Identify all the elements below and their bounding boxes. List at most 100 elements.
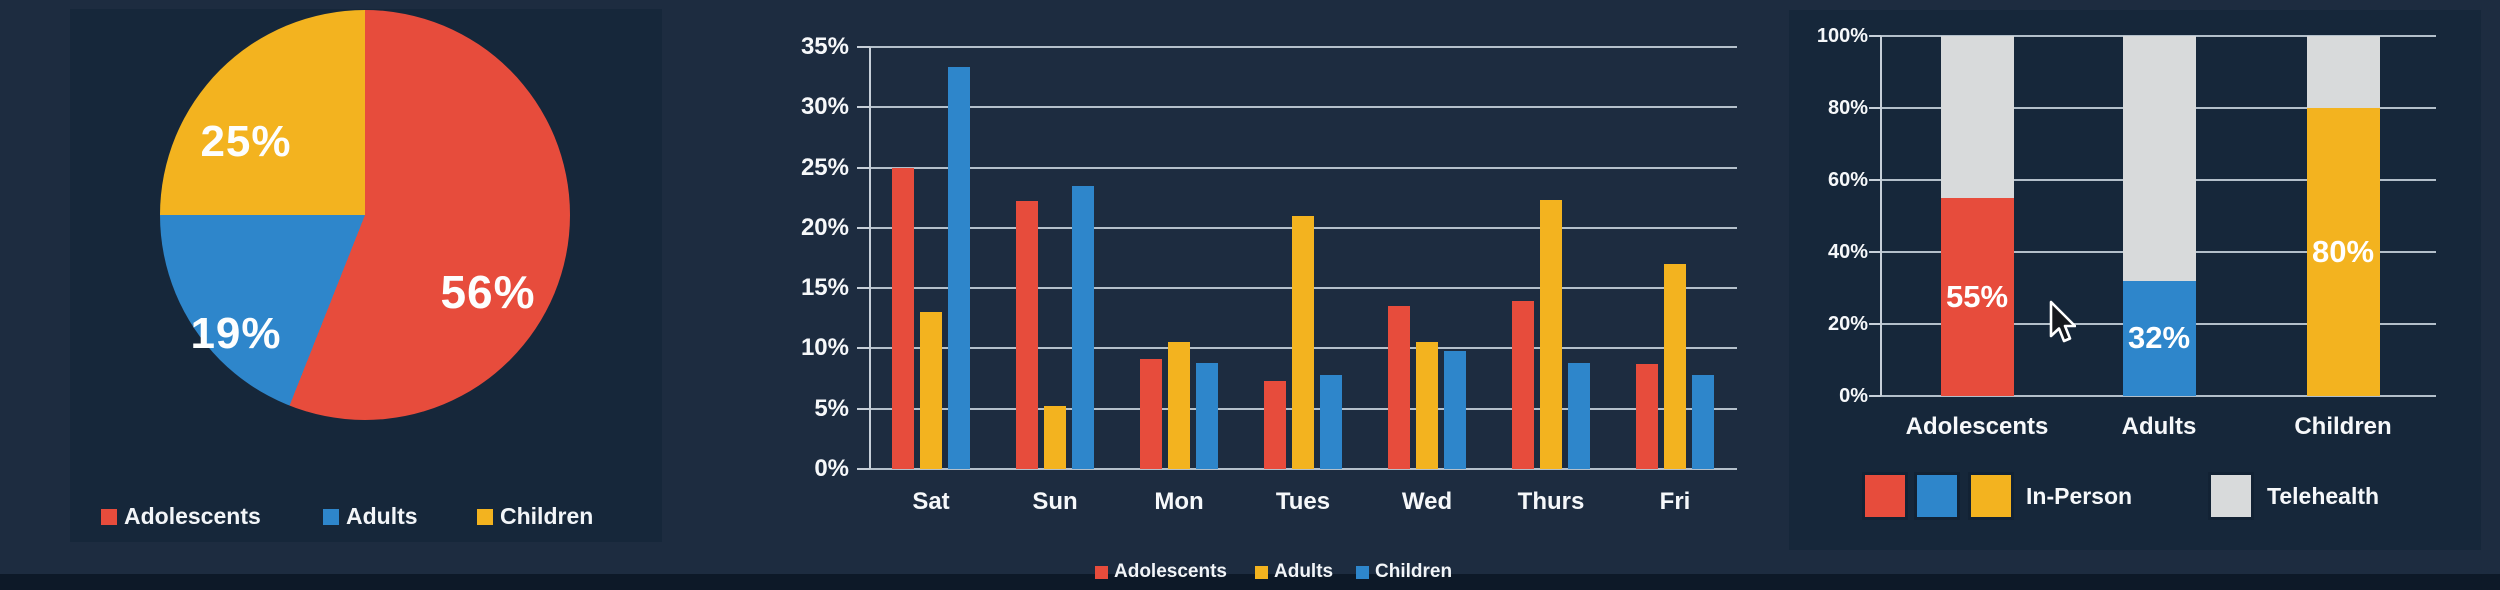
bar-value-label: 32% (2127, 320, 2191, 356)
bar-children-wed (1444, 350, 1466, 469)
y-axis-label: 10% (800, 334, 849, 362)
y-axis-line (869, 47, 871, 469)
x-category-label: Sun (1032, 488, 1078, 515)
bar-adults-mon (1168, 342, 1190, 469)
mouse-cursor-icon (2049, 300, 2076, 343)
bar-adults-thurs (1540, 200, 1562, 469)
bar-telehealth-adolescents (1940, 36, 2014, 198)
bar-children-tues (1320, 374, 1342, 469)
bar-in-person-adults (2122, 280, 2196, 396)
y-axis-label: 20% (800, 213, 849, 241)
pie-legend-item: Adolescents (101, 503, 261, 530)
bar-in-person-children (2306, 108, 2380, 396)
pie-slice-label: 56% (440, 266, 536, 318)
legend-swatch (1255, 565, 1268, 579)
x-category-label: Sat (912, 488, 950, 515)
bar-adults-wed (1416, 342, 1438, 469)
legend-swatch-in-person (1914, 472, 1960, 520)
pie-chart (160, 10, 570, 420)
bar-legend-item: Adults (1255, 561, 1333, 583)
grid-line (870, 46, 1737, 48)
x-category-label: Thurs (1517, 488, 1585, 515)
bar-children-sat (948, 67, 970, 469)
axis-tick (857, 347, 870, 350)
y-axis-label: 35% (800, 33, 849, 60)
axis-tick (1869, 323, 1881, 325)
bar-children-thurs (1568, 362, 1590, 469)
legend-label: Adolescents (1114, 561, 1227, 582)
bar-legend-item: Children (1356, 561, 1452, 583)
y-axis-label: 15% (800, 274, 849, 302)
x-category-label: Tues (1275, 488, 1331, 515)
axis-tick (1869, 251, 1881, 253)
axis-tick (857, 226, 870, 229)
bar-children-fri (1692, 374, 1714, 469)
axis-tick (1869, 107, 1881, 109)
bar-adolescents-fri (1636, 364, 1658, 469)
y-axis-label: 25% (800, 153, 849, 181)
y-axis-label: 100% (1816, 25, 1868, 47)
bar-adolescents-mon (1140, 359, 1162, 469)
legend-swatch-in-person (1862, 472, 1908, 520)
pie-slice-label: 19% (190, 309, 282, 358)
legend-label-telehealth: Telehealth (2267, 483, 2380, 509)
legend-swatch (1095, 565, 1108, 579)
x-category-label: Children (2294, 413, 2392, 440)
legend-swatch (101, 508, 117, 525)
bar-adolescents-sat (892, 167, 914, 469)
y-axis-label: 30% (800, 93, 849, 121)
grid-line (870, 106, 1737, 109)
y-axis-label: 5% (814, 394, 849, 422)
axis-tick (1869, 395, 1881, 397)
legend-swatch (1356, 565, 1369, 579)
legend-swatch-in-person (1968, 472, 2014, 520)
bar-adults-tues (1292, 215, 1314, 469)
axis-tick (857, 46, 870, 48)
y-axis-label: 0% (1839, 385, 1868, 407)
bar-adolescents-sun (1016, 201, 1038, 469)
bar-adults-fri (1664, 264, 1686, 469)
bar-value-label: 80% (2311, 234, 2375, 269)
legend-swatch-telehealth (2208, 472, 2254, 520)
grid-line (1881, 395, 2436, 397)
legend-label: Adolescents (124, 503, 261, 529)
x-category-label: Wed (1401, 488, 1453, 515)
y-axis-label: 80% (1827, 97, 1868, 119)
pie-legend-item: Adults (323, 503, 418, 530)
bar-children-mon (1196, 362, 1218, 469)
legend-label: Children (500, 503, 594, 529)
x-category-label: Adults (2121, 413, 2197, 440)
axis-tick (857, 468, 870, 470)
x-category-label: Fri (1659, 488, 1691, 515)
axis-tick (1869, 179, 1881, 181)
legend-swatch (323, 508, 339, 525)
bottom-strip (0, 574, 2500, 590)
legend-swatch (477, 508, 493, 525)
legend-label-in-person: In-Person (2026, 483, 2133, 509)
y-axis-line (1880, 36, 1882, 396)
y-axis-label: 20% (1827, 313, 1868, 335)
legend-label: Children (1375, 561, 1453, 582)
bar-adolescents-wed (1388, 306, 1410, 469)
bar-telehealth-adults (2122, 36, 2196, 281)
bar-legend-item: Adolescents (1095, 561, 1227, 583)
axis-tick (1869, 35, 1881, 37)
bar-adults-sun (1044, 406, 1066, 469)
x-category-label: Mon (1154, 488, 1204, 515)
bar-adults-sat (920, 312, 942, 469)
pie-slice-label: 25% (200, 117, 292, 166)
legend-label: Adults (346, 503, 418, 529)
legend-label: Adults (1274, 561, 1334, 582)
bar-in-person-adolescents (1940, 198, 2014, 396)
axis-tick (857, 407, 870, 410)
axis-tick (857, 106, 870, 109)
grid-line (870, 166, 1737, 169)
bar-adolescents-thurs (1512, 301, 1534, 469)
x-category-label: Adolescents (1905, 413, 2049, 440)
axis-tick (857, 287, 870, 290)
pie-legend-item: Children (477, 503, 593, 530)
axis-tick (857, 166, 870, 169)
y-axis-label: 40% (1827, 241, 1868, 263)
bar-value-label: 55% (1945, 279, 2009, 314)
